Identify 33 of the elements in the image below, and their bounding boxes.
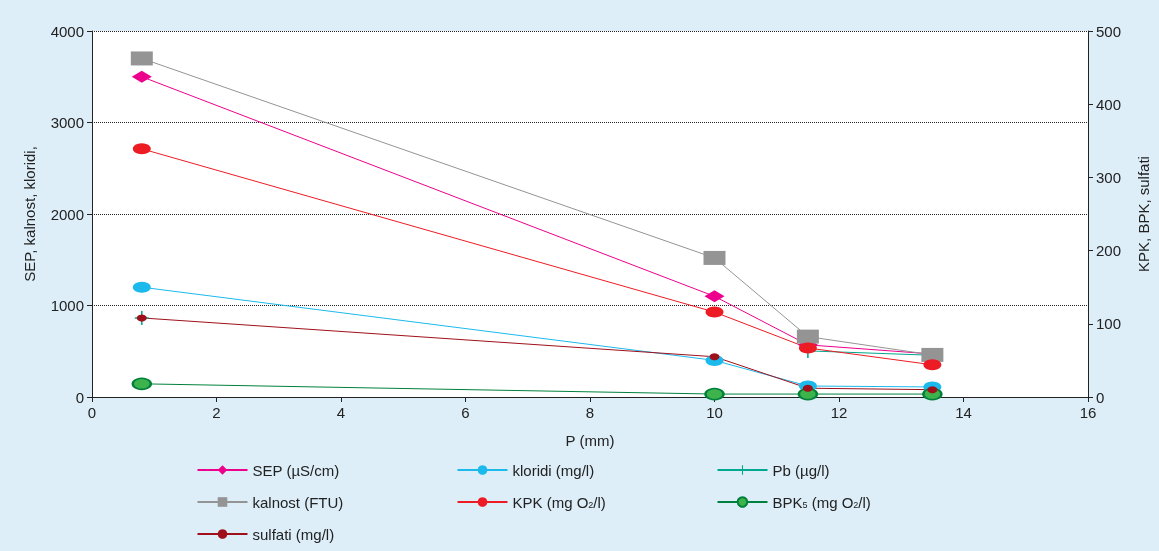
x-tick-label: 12 — [830, 404, 848, 421]
y-tick-label: 1000 — [50, 297, 84, 314]
point — [136, 314, 147, 322]
x-tick-label: 4 — [336, 404, 346, 421]
legend-label: SEP (µS/cm) — [252, 461, 340, 479]
y-tick-label: 2000 — [50, 205, 84, 223]
y-tick-label: 4000 — [50, 22, 84, 40]
y-tick-label: 0 — [75, 388, 84, 406]
legend-label: KPK (mg O2/l) — [512, 493, 606, 511]
y-axis-title: SEP, kalnost, kloridi, — [21, 146, 38, 282]
y2-tick-label: 0 — [1096, 388, 1105, 406]
x-tick-label: 6 — [461, 404, 470, 421]
x-axis-title: P (mm) — [565, 432, 615, 449]
legend-label: BPK5 (mg O2/l) — [772, 493, 871, 511]
y2-tick-label: 400 — [1096, 95, 1122, 113]
legend-label: kloridi (mg/l) — [512, 461, 595, 479]
y2-tick-label: 500 — [1096, 22, 1122, 40]
x-tick-label: 16 — [1079, 404, 1097, 421]
x-tick-label: 2 — [212, 404, 221, 421]
x-tick-label: 14 — [955, 404, 972, 421]
y2-tick-label: 200 — [1096, 242, 1122, 260]
legend-label: kalnost (FTU) — [252, 493, 344, 511]
y2-tick-label: 300 — [1096, 168, 1122, 186]
y2-axis-title: KPK, BPK, sulfati — [1135, 156, 1152, 272]
y-tick-label: 3000 — [50, 114, 84, 131]
legend-label: sulfati (mg/l) — [252, 525, 335, 543]
x-tick-label: 8 — [585, 404, 595, 421]
point — [802, 384, 813, 392]
point — [709, 353, 720, 361]
y2-tick-label: 100 — [1096, 315, 1122, 333]
legend-label: Pb (µg/l) — [772, 461, 830, 479]
x-tick-label: 0 — [87, 404, 97, 421]
x-tick-label: 10 — [706, 404, 723, 421]
